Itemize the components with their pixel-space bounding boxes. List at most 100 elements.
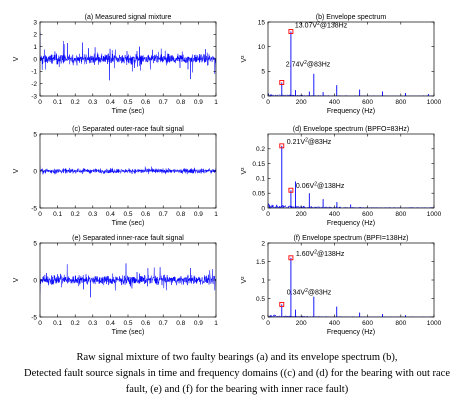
annotation-label: 0.21V2@83Hz xyxy=(287,137,332,146)
peak-marker xyxy=(279,80,285,85)
x-tick-label: 200 xyxy=(296,99,307,106)
x-tick-label: 0.6 xyxy=(141,211,150,218)
x-tick-label: 0.2 xyxy=(71,99,80,106)
x-tick-label: 800 xyxy=(395,99,406,106)
x-tick-label: 1000 xyxy=(427,99,442,106)
x-tick-label: 0.8 xyxy=(176,320,185,327)
annotation-label: 1.60V2@138Hz xyxy=(296,249,345,257)
data-series xyxy=(268,257,434,317)
y-tick-label: -5 xyxy=(31,205,37,212)
y-tick-label: 1 xyxy=(33,44,37,51)
x-tick-label: 0 xyxy=(266,320,270,327)
y-tick-label: 15 xyxy=(258,19,266,26)
caption-line-2: Detected fault source signals in time an… xyxy=(24,368,450,379)
y-axis-label: V² xyxy=(241,276,248,284)
y-tick-label: 5 xyxy=(33,240,37,247)
x-tick-label: 600 xyxy=(362,211,373,218)
panel-b: (b) Envelope spectrum Frequency (Hz) V² 0 20… xyxy=(241,14,442,115)
x-tick-label: 1 xyxy=(214,320,218,327)
y-tick-label: 0 xyxy=(33,168,37,175)
peak-marker xyxy=(288,29,294,34)
x-tick-label: 0.7 xyxy=(159,211,168,218)
x-tick-label: 0.8 xyxy=(176,99,185,106)
x-tick-label: 0.1 xyxy=(53,99,62,106)
y-tick-label: 10 xyxy=(258,44,266,51)
x-tick-label: 0 xyxy=(38,99,42,106)
x-tick-label: 400 xyxy=(329,320,340,327)
x-tick-label: 0.1 xyxy=(53,211,62,218)
panel-e: (e) Separated inner-race fault signal Tim… xyxy=(13,235,218,336)
annotation-label: 0.06V2@138Hz xyxy=(296,182,345,191)
x-tick-label: 0.2 xyxy=(71,320,80,327)
y-tick-label: -2 xyxy=(31,81,37,88)
x-tick-label: 0.3 xyxy=(88,99,97,106)
y-axis-label: V² xyxy=(241,167,248,175)
data-series xyxy=(40,31,216,81)
x-tick-label: 0 xyxy=(38,211,42,218)
x-tick-label: 600 xyxy=(362,320,373,327)
panel-title: (e) Separated inner-race fault signal xyxy=(72,235,184,242)
x-tick-label: 0 xyxy=(266,211,270,218)
x-tick-label: 0.4 xyxy=(106,99,115,106)
y-tick-label: 0 xyxy=(261,205,265,212)
peak-marker xyxy=(279,143,285,149)
y-tick-label: 0.15 xyxy=(252,161,265,168)
signal-trace xyxy=(40,263,216,298)
y-tick-label: 2 xyxy=(33,32,37,39)
y-tick-label: -5 xyxy=(31,314,37,321)
x-tick-label: 1 xyxy=(214,99,218,106)
axes-box xyxy=(267,242,435,318)
y-tick-label: 0 xyxy=(33,56,37,63)
annotation-label: 0.34V2@83Hz xyxy=(287,288,332,297)
caption-line-3: fault, (e) and (f) for the bearing with … xyxy=(125,384,349,395)
y-tick-label: -3 xyxy=(31,93,37,100)
x-tick-label: 0.5 xyxy=(123,211,132,218)
axes-box xyxy=(267,133,435,209)
x-tick-label: 0.5 xyxy=(123,320,132,327)
x-tick-label: 0.5 xyxy=(123,99,132,106)
panel-c: (c) Separated outer-race fault signal Tim… xyxy=(13,126,218,227)
panel-a: (a) Measured signal mixture Time (sec) V 0 0… xyxy=(13,14,218,115)
signal-trace xyxy=(40,31,216,81)
x-tick-label: 0.4 xyxy=(106,320,115,327)
panel-f: (f) Envelope spectrum (BPFI=138Hz) Freque… xyxy=(241,235,442,336)
y-tick-label: 2 xyxy=(261,240,265,247)
panel-title: (b) Envelope spectrum xyxy=(316,14,387,21)
x-tick-label: 200 xyxy=(296,211,307,218)
y-tick-label: 0.2 xyxy=(256,146,265,153)
y-tick-label: 0 xyxy=(261,314,265,321)
x-tick-label: 0 xyxy=(38,320,42,327)
data-series xyxy=(40,165,216,175)
x-tick-label: 0.9 xyxy=(194,320,203,327)
y-tick-label: 5 xyxy=(261,69,265,76)
x-tick-label: 0.3 xyxy=(88,211,97,218)
panel-title: (c) Separated outer-race fault signal xyxy=(72,126,184,133)
x-axis-label: Frequency (Hz) xyxy=(327,329,375,336)
x-axis-label: Time (sec) xyxy=(112,329,145,336)
x-tick-label: 800 xyxy=(395,320,406,327)
panel-title: (f) Envelope spectrum (BPFI=138Hz) xyxy=(294,235,409,242)
y-tick-label: 3 xyxy=(33,19,37,26)
y-tick-label: 1.5 xyxy=(256,259,265,266)
y-tick-label: 5 xyxy=(33,131,37,138)
x-tick-label: 0.2 xyxy=(71,211,80,218)
data-series xyxy=(268,145,434,208)
y-tick-label: 0.05 xyxy=(252,191,265,198)
y-tick-label: 0.1 xyxy=(256,176,265,183)
peak-marker xyxy=(288,187,294,193)
peak-marker xyxy=(279,301,285,307)
axes-box xyxy=(267,21,435,97)
y-tick-label: 0.5 xyxy=(256,296,265,303)
y-tick-label: 0 xyxy=(33,277,37,284)
x-tick-label: 600 xyxy=(362,99,373,106)
x-axis-label: Time (sec) xyxy=(112,220,145,227)
x-tick-label: 800 xyxy=(395,211,406,218)
x-tick-label: 400 xyxy=(329,99,340,106)
annotation-label: 2.74V2@83Hz xyxy=(286,60,331,69)
x-tick-label: 0.6 xyxy=(141,99,150,106)
y-tick-label: 1 xyxy=(261,277,265,284)
x-tick-label: 200 xyxy=(296,320,307,327)
x-tick-label: 0.3 xyxy=(88,320,97,327)
caption-line-1: Raw signal mixture of two faulty bearing… xyxy=(76,352,398,363)
x-axis-label: Time (sec) xyxy=(112,108,145,115)
